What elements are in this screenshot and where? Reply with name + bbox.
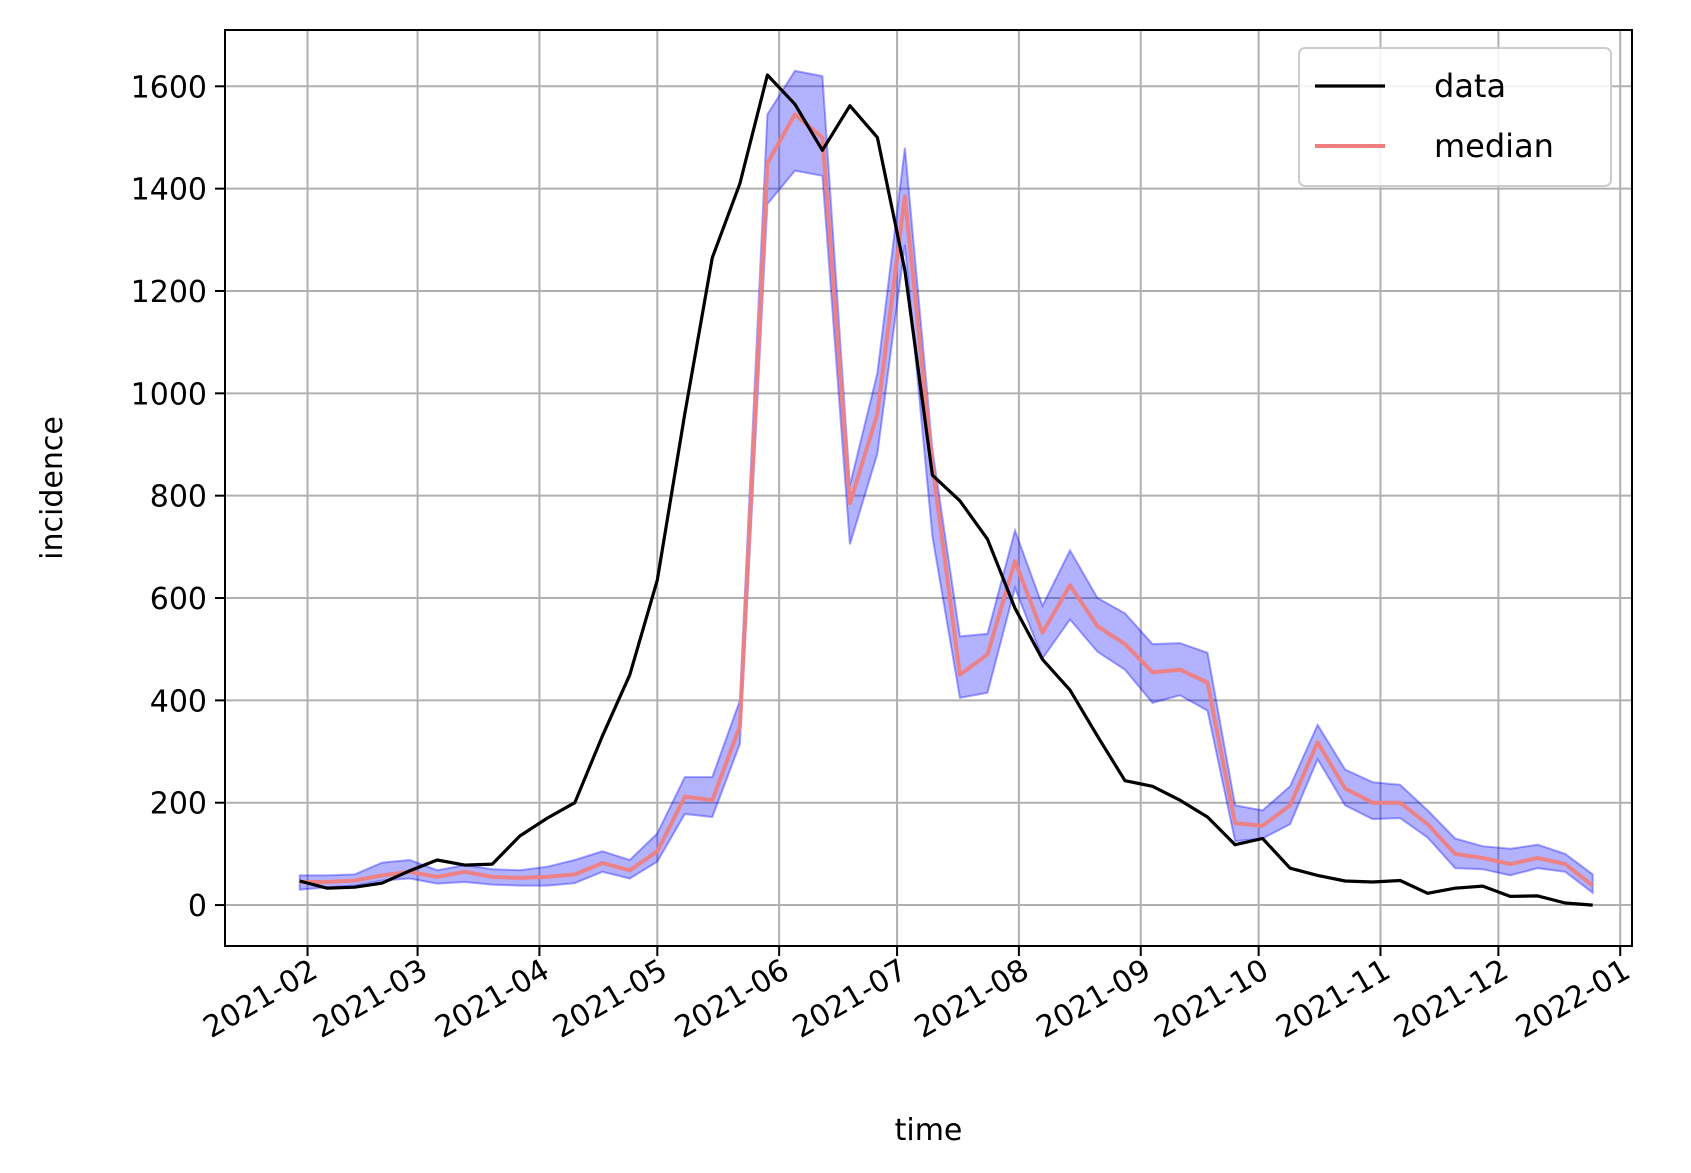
- series-line-data: [299, 73, 1593, 907]
- y-axis-label: incidence: [35, 416, 70, 560]
- x-axis-label: time: [895, 1113, 963, 1148]
- y-tick-label: 1600: [131, 70, 207, 105]
- series-line-median: [299, 112, 1594, 888]
- y-tick-label: 800: [150, 480, 207, 515]
- axis-ticks: [215, 85, 1622, 956]
- y-tick-label: 200: [150, 787, 207, 822]
- y-tick-label: 1200: [131, 275, 207, 310]
- y-tick-label: 1000: [131, 377, 207, 412]
- y-tick-label: 600: [150, 582, 207, 617]
- y-tick-labels: 0 200 400 600 800 1000 1200 1400 1600: [131, 70, 207, 924]
- y-tick-label: 0: [188, 889, 207, 924]
- plot-frame: [224, 29, 1633, 947]
- series-lines: [299, 73, 1594, 907]
- legend-box: [1298, 47, 1612, 187]
- legend-label-data: data: [1434, 67, 1506, 105]
- grid: [225, 30, 1632, 946]
- legend: data median: [1298, 47, 1612, 187]
- y-tick-label: 400: [150, 684, 207, 719]
- legend-label-median: median: [1434, 127, 1554, 165]
- y-tick-label: 1400: [131, 173, 207, 208]
